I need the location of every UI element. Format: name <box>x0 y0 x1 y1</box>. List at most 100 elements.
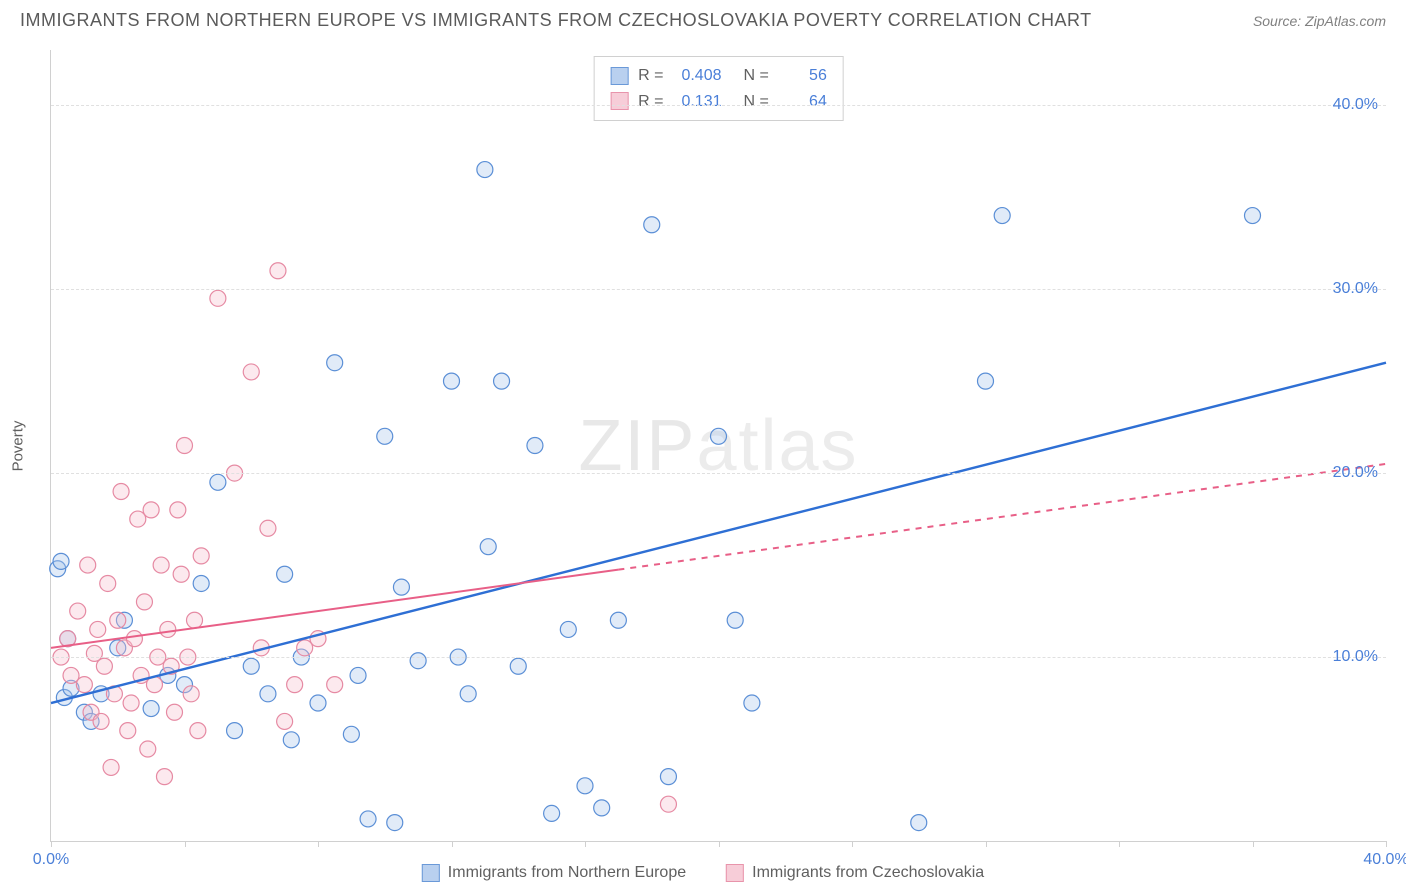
data-point <box>494 373 510 389</box>
stats-row: R = 0.131 N = 64 <box>610 89 827 115</box>
data-point <box>193 575 209 591</box>
data-point <box>360 811 376 827</box>
r-value: 0.408 <box>674 63 722 89</box>
trend-line <box>51 570 618 648</box>
n-value: 64 <box>779 89 827 115</box>
data-point <box>387 815 403 831</box>
trend-line <box>51 363 1386 703</box>
data-point <box>166 704 182 720</box>
stats-legend: R = 0.408 N = 56 R = 0.131 N = 64 <box>593 56 844 121</box>
data-point <box>560 621 576 637</box>
xtick-label: 0.0% <box>33 851 69 869</box>
data-point <box>190 723 206 739</box>
xtick-mark <box>1119 841 1120 847</box>
legend-label: Immigrants from Northern Europe <box>448 864 686 882</box>
gridline <box>51 473 1386 474</box>
data-point <box>260 686 276 702</box>
data-point <box>283 732 299 748</box>
data-point <box>480 539 496 555</box>
xtick-label: 40.0% <box>1363 851 1406 869</box>
data-point <box>460 686 476 702</box>
data-point <box>727 612 743 628</box>
data-point <box>711 428 727 444</box>
r-label: R = <box>638 89 663 115</box>
xtick-mark <box>585 841 586 847</box>
data-point <box>577 778 593 794</box>
data-point <box>310 695 326 711</box>
legend-swatch <box>422 864 440 882</box>
data-point <box>277 713 293 729</box>
bottom-legend: Immigrants from Northern Europe Immigrant… <box>422 864 984 882</box>
data-point <box>113 483 129 499</box>
data-point <box>210 290 226 306</box>
legend-item: Immigrants from Northern Europe <box>422 864 686 882</box>
data-point <box>53 553 69 569</box>
xtick-mark <box>719 841 720 847</box>
data-point <box>327 677 343 693</box>
data-point <box>527 438 543 454</box>
data-point <box>110 612 126 628</box>
title-bar: IMMIGRANTS FROM NORTHERN EUROPE VS IMMIG… <box>0 0 1406 31</box>
data-point <box>80 557 96 573</box>
data-point <box>160 621 176 637</box>
legend-swatch <box>610 67 628 85</box>
data-point <box>96 658 112 674</box>
data-point <box>978 373 994 389</box>
stats-row: R = 0.408 N = 56 <box>610 63 827 89</box>
xtick-mark <box>986 841 987 847</box>
r-label: R = <box>638 63 663 89</box>
trend-line-dashed <box>618 464 1386 570</box>
data-point <box>343 726 359 742</box>
data-point <box>644 217 660 233</box>
xtick-mark <box>1386 841 1387 847</box>
data-point <box>660 796 676 812</box>
gridline <box>51 289 1386 290</box>
data-point <box>277 566 293 582</box>
xtick-mark <box>185 841 186 847</box>
n-value: 56 <box>779 63 827 89</box>
data-point <box>100 575 116 591</box>
data-point <box>660 769 676 785</box>
gridline <box>51 105 1386 106</box>
data-point <box>444 373 460 389</box>
data-point <box>350 667 366 683</box>
data-point <box>136 594 152 610</box>
xtick-mark <box>452 841 453 847</box>
y-axis-label: Poverty <box>10 421 27 472</box>
data-point <box>187 612 203 628</box>
data-point <box>911 815 927 831</box>
data-point <box>143 701 159 717</box>
legend-item: Immigrants from Czechoslovakia <box>726 864 984 882</box>
data-point <box>103 759 119 775</box>
data-point <box>477 162 493 178</box>
legend-label: Immigrants from Czechoslovakia <box>752 864 984 882</box>
data-point <box>126 631 142 647</box>
data-point <box>327 355 343 371</box>
ytick-label: 40.0% <box>1333 96 1378 114</box>
data-point <box>243 658 259 674</box>
data-point <box>143 502 159 518</box>
legend-swatch <box>610 92 628 110</box>
legend-swatch <box>726 864 744 882</box>
data-point <box>1245 208 1261 224</box>
xtick-mark <box>1253 841 1254 847</box>
ytick-label: 10.0% <box>1333 648 1378 666</box>
xtick-mark <box>51 841 52 847</box>
n-label: N = <box>744 89 769 115</box>
data-point <box>243 364 259 380</box>
data-point <box>544 805 560 821</box>
data-point <box>177 438 193 454</box>
chart-title: IMMIGRANTS FROM NORTHERN EUROPE VS IMMIG… <box>20 10 1092 31</box>
source-attribution: Source: ZipAtlas.com <box>1253 13 1386 29</box>
n-label: N = <box>744 63 769 89</box>
data-point <box>153 557 169 573</box>
data-point <box>594 800 610 816</box>
data-point <box>156 769 172 785</box>
data-point <box>510 658 526 674</box>
ytick-label: 30.0% <box>1333 280 1378 298</box>
r-value: 0.131 <box>674 89 722 115</box>
data-point <box>994 208 1010 224</box>
plot-area: ZIPatlas R =0.408N =56R =0.131N =64 10.0… <box>50 50 1386 842</box>
data-point <box>744 695 760 711</box>
data-point <box>173 566 189 582</box>
